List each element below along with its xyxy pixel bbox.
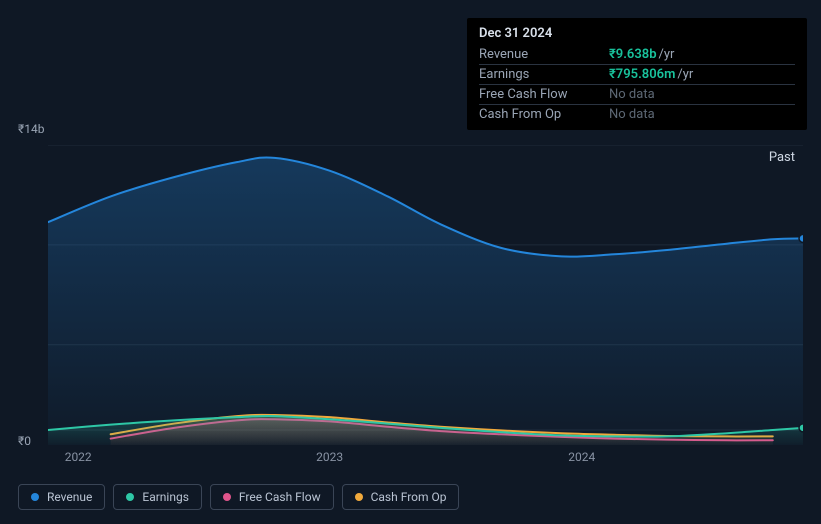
tooltip-value: ₹9.638b/yr bbox=[609, 45, 795, 65]
tooltip-row-fcf: Free Cash Flow No data bbox=[479, 85, 795, 105]
y-axis-top-label: ₹14b bbox=[18, 122, 44, 136]
legend-dot-icon bbox=[126, 493, 134, 501]
tooltip-label: Earnings bbox=[479, 65, 609, 85]
tooltip-label: Cash From Op bbox=[479, 105, 609, 125]
legend-label: Free Cash Flow bbox=[239, 490, 321, 504]
x-tick-label: 2024 bbox=[568, 450, 595, 464]
tooltip-row-earnings: Earnings ₹795.806m/yr bbox=[479, 65, 795, 85]
legend-item-fcf[interactable]: Free Cash Flow bbox=[210, 484, 334, 510]
tooltip-row-revenue: Revenue ₹9.638b/yr bbox=[479, 45, 795, 65]
tooltip-value: No data bbox=[609, 105, 795, 125]
tooltip-box: Dec 31 2024 Revenue ₹9.638b/yr Earnings … bbox=[467, 18, 807, 130]
chart-area: ₹14b ₹0 bbox=[18, 125, 803, 455]
legend-dot-icon bbox=[223, 493, 231, 501]
y-axis-bot-label: ₹0 bbox=[18, 434, 31, 448]
tooltip-date: Dec 31 2024 bbox=[479, 26, 795, 41]
x-tick-label: 2022 bbox=[65, 450, 92, 464]
tooltip-value: ₹795.806m/yr bbox=[609, 65, 795, 85]
legend-label: Earnings bbox=[142, 490, 189, 504]
tooltip-label: Revenue bbox=[479, 45, 609, 65]
x-axis: 2022 2023 2024 bbox=[18, 450, 803, 470]
chart-svg bbox=[48, 145, 803, 445]
tooltip-label: Free Cash Flow bbox=[479, 85, 609, 105]
tooltip-row-cfo: Cash From Op No data bbox=[479, 105, 795, 125]
x-tick-label: 2023 bbox=[316, 450, 343, 464]
tooltip-value: No data bbox=[609, 85, 795, 105]
legend-label: Revenue bbox=[47, 490, 92, 504]
tooltip-table: Revenue ₹9.638b/yr Earnings ₹795.806m/yr… bbox=[479, 45, 795, 124]
legend: Revenue Earnings Free Cash Flow Cash From O… bbox=[18, 484, 459, 510]
legend-item-earnings[interactable]: Earnings bbox=[113, 484, 202, 510]
legend-dot-icon bbox=[355, 493, 363, 501]
legend-dot-icon bbox=[31, 493, 39, 501]
legend-label: Cash From Op bbox=[371, 490, 447, 504]
legend-item-cfo[interactable]: Cash From Op bbox=[342, 484, 460, 510]
legend-item-revenue[interactable]: Revenue bbox=[18, 484, 105, 510]
